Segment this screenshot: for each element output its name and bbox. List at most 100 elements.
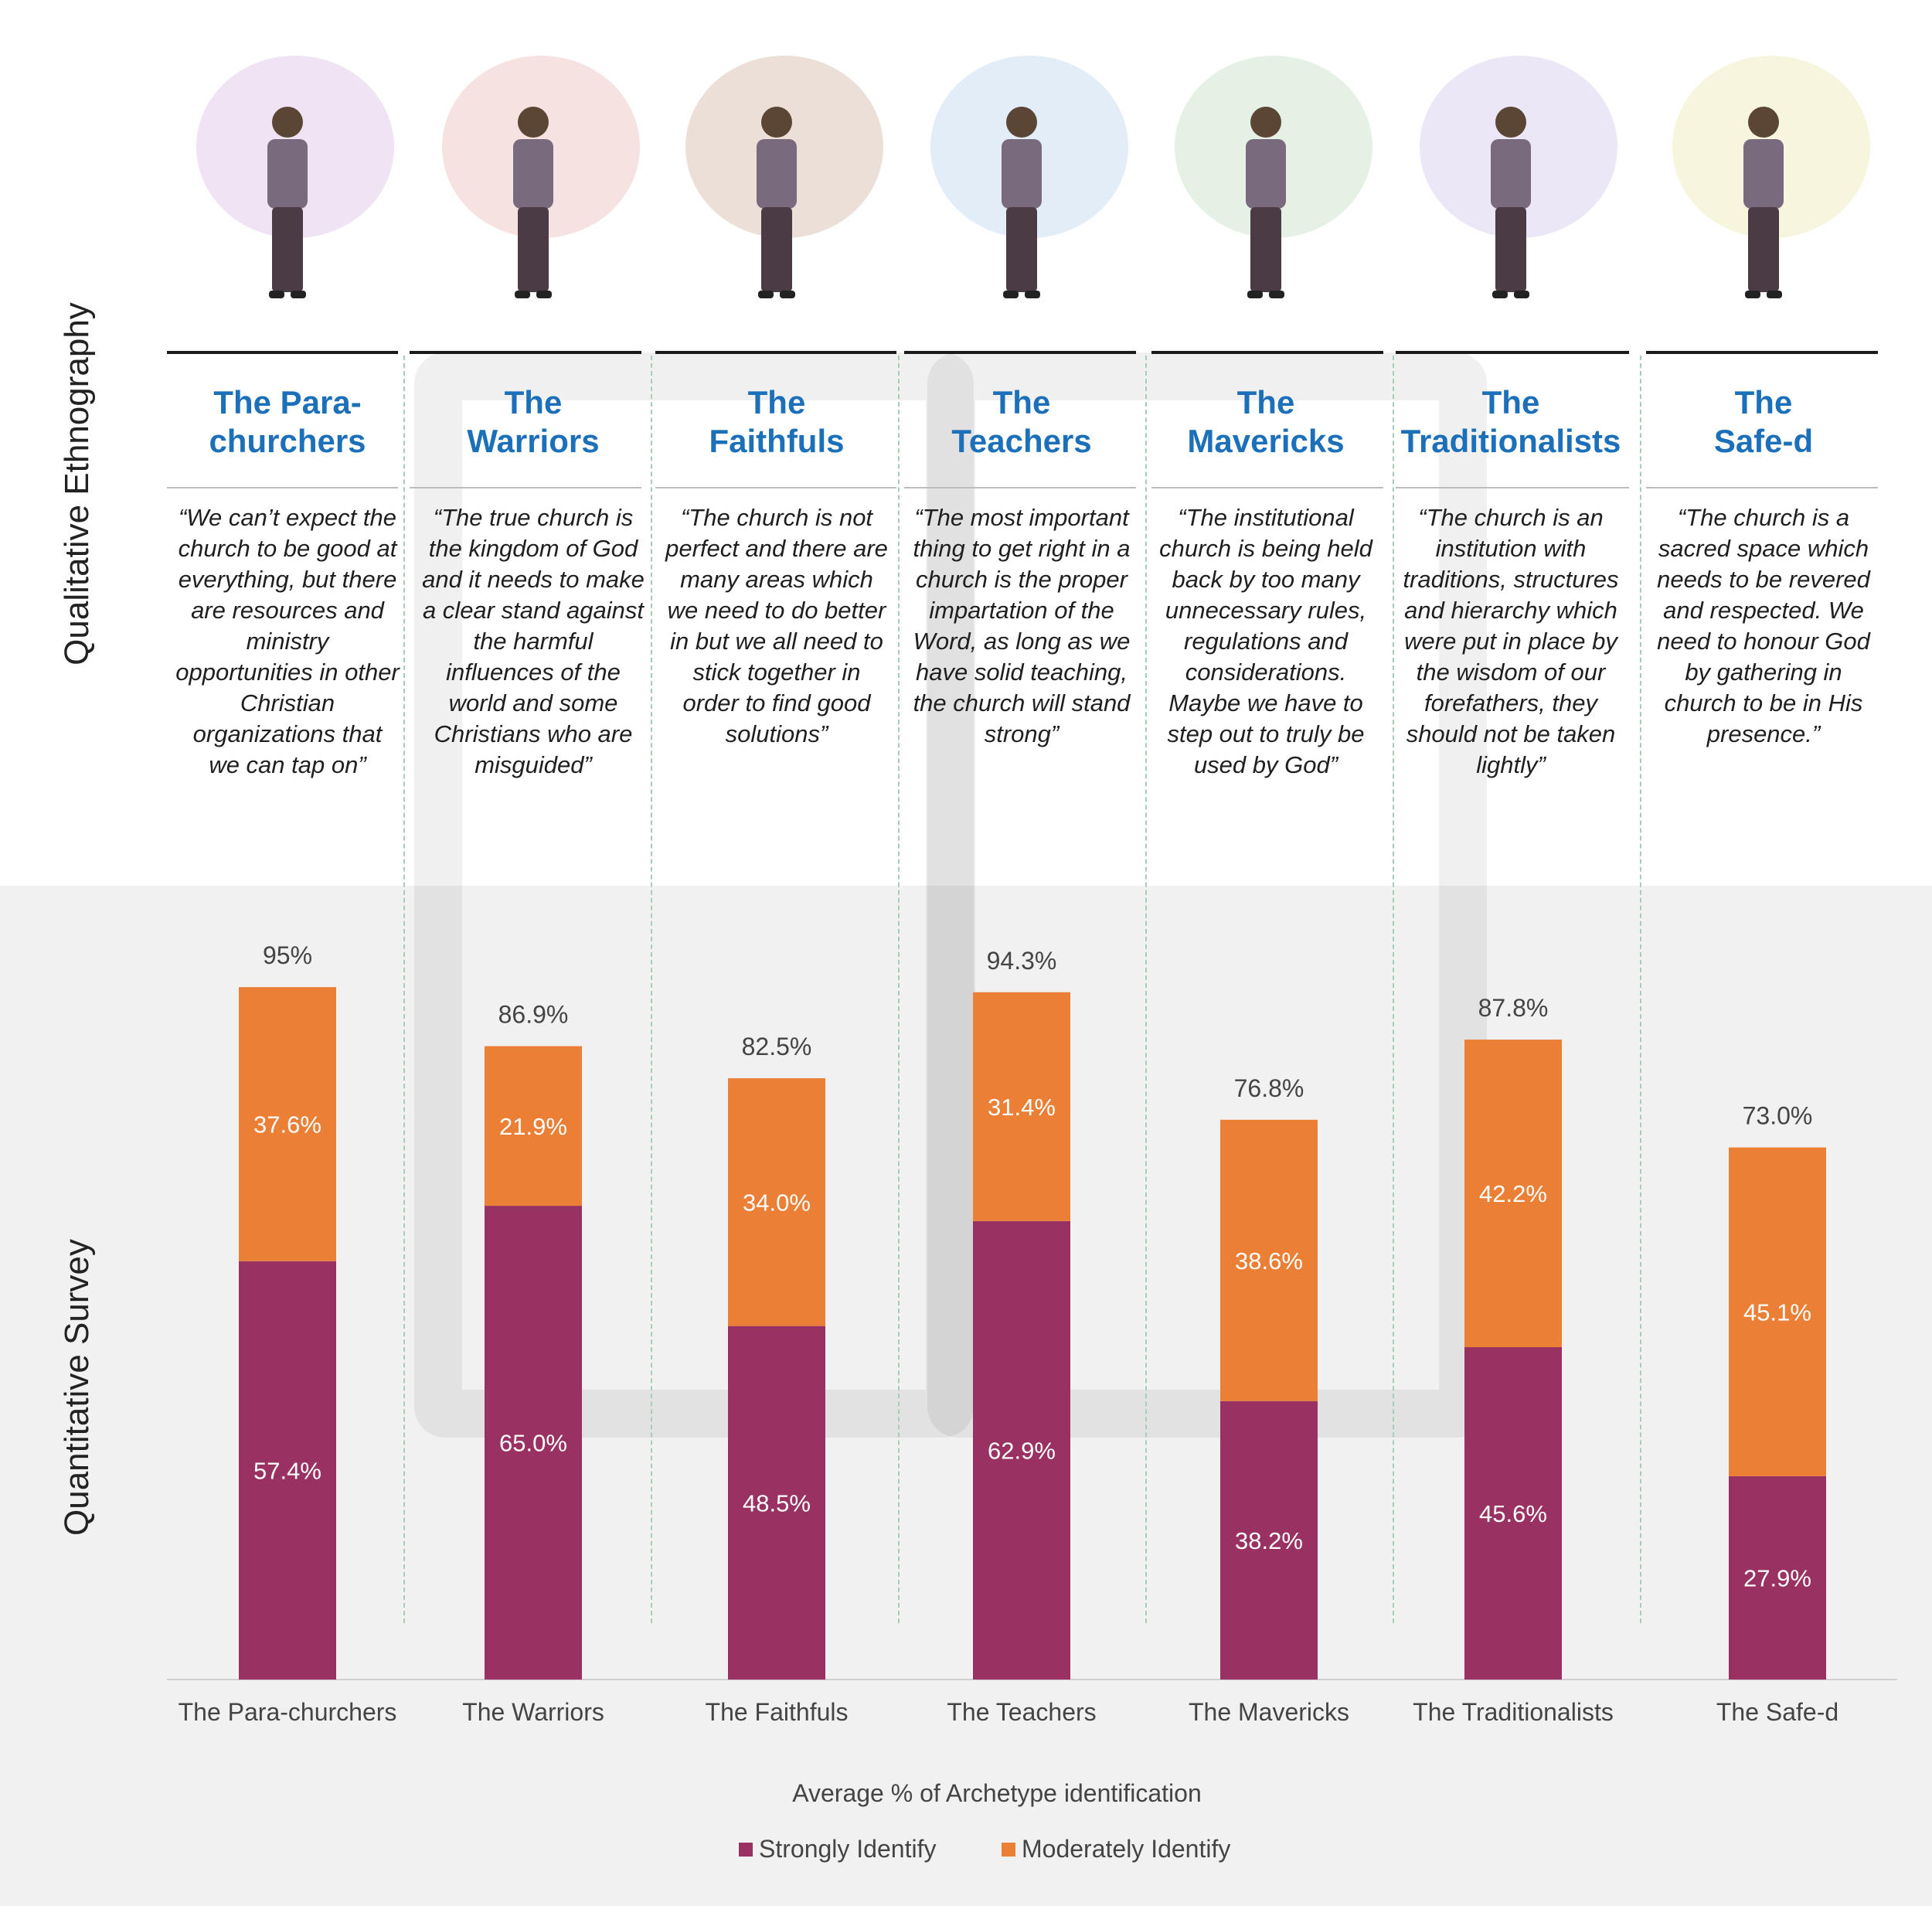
- bar-moderately-identify: [239, 987, 336, 1261]
- archetype-title-line1: The Para-: [213, 384, 362, 420]
- column-top-rule: [904, 351, 1136, 354]
- data-label-strongly: 27.9%: [1743, 1564, 1811, 1591]
- legend-moderately: Moderately Identify: [1002, 1835, 1230, 1863]
- column-mid-rule: [410, 487, 641, 488]
- archetype-title-line1: The: [1734, 384, 1793, 420]
- archetype-title: The Faithfuls: [661, 383, 893, 461]
- archetype-quote: “The church is a sacred space which need…: [1657, 504, 1870, 747]
- bar-strongly-identify: [239, 1261, 336, 1680]
- legend-strongly: Strongly Identify: [739, 1835, 936, 1863]
- column-mid-rule: [167, 487, 398, 488]
- bar-moderately-identify: [728, 1078, 825, 1326]
- column-top-rule: [1151, 351, 1383, 354]
- archer-icon: [442, 56, 640, 298]
- column-separator: [898, 356, 900, 1623]
- bar-moderately-identify: [485, 1046, 582, 1207]
- x-tick-label: The Faithfuls: [706, 1698, 849, 1726]
- archetype-title-line2: Traditionalists: [1400, 423, 1621, 459]
- data-label-moderately: 45.1%: [1743, 1298, 1811, 1326]
- x-axis-title: Average % of Archetype identification: [792, 1779, 1202, 1807]
- archetype-title-line2: Warriors: [467, 423, 600, 459]
- teacher-with-bible-icon: [930, 56, 1128, 298]
- archetype-title-line1: The: [1236, 384, 1295, 420]
- legend-swatch-moderately: [1002, 1842, 1015, 1857]
- archetype-title: The Para-churchers: [172, 383, 403, 461]
- data-label-moderately: 42.2%: [1479, 1180, 1547, 1207]
- data-label-moderately: 34.0%: [743, 1189, 811, 1216]
- column-top-rule: [655, 351, 896, 354]
- x-tick-label: The Para-churchers: [179, 1698, 397, 1726]
- column-top-rule: [410, 351, 641, 354]
- archetype-title: The Warriors: [417, 383, 649, 461]
- data-label-strongly: 62.9%: [988, 1437, 1056, 1464]
- man-in-pew-icon: [1672, 56, 1870, 298]
- archetype-title-line1: The: [1481, 384, 1540, 420]
- archetype-title-line2: Teachers: [951, 423, 1092, 459]
- archetype-title: The Traditionalists: [1395, 383, 1627, 461]
- bar-strongly-identify: [1464, 1346, 1562, 1680]
- x-tick-label: The Safe-d: [1716, 1698, 1838, 1726]
- data-label-strongly: 57.4%: [253, 1457, 321, 1484]
- woman-with-book-icon: [1420, 56, 1617, 298]
- x-tick-label: The Warriors: [462, 1698, 604, 1726]
- data-label-moderately: 21.9%: [499, 1113, 567, 1140]
- archetype-title-line2: Faithfuls: [709, 423, 845, 459]
- person-at-signpost-icon: [196, 56, 394, 298]
- bar-moderately-identify: [1729, 1147, 1826, 1476]
- data-label-moderately: 38.6%: [1235, 1247, 1303, 1275]
- data-label-strongly: 38.2%: [1235, 1527, 1303, 1554]
- bar-strongly-identify: [728, 1326, 825, 1680]
- archetype-quote: “The institutional church is being held …: [1159, 504, 1372, 778]
- archetype-quote: “The most important thing to get right i…: [913, 504, 1131, 747]
- archetype-title-line2: Mavericks: [1187, 423, 1345, 459]
- total-label: 95%: [263, 941, 312, 969]
- archetype-title-line2: Safe-d: [1713, 423, 1814, 459]
- column-separator: [1393, 356, 1394, 1623]
- archetype-title-line1: The: [992, 384, 1051, 420]
- archetype-quote: “The true church is the kingdom of God a…: [422, 504, 645, 778]
- archetype-title-line1: The: [747, 384, 806, 420]
- total-label: 76.8%: [1234, 1074, 1304, 1102]
- bar-moderately-identify: [973, 992, 1070, 1221]
- data-label-moderately: 31.4%: [988, 1094, 1056, 1121]
- x-tick-label: The Mavericks: [1189, 1698, 1349, 1726]
- total-label: 94.3%: [987, 947, 1057, 975]
- archetype-quote: “The church is not perfect and there are…: [665, 504, 888, 747]
- column-mid-rule: [904, 487, 1136, 488]
- column-mid-rule: [655, 487, 896, 488]
- total-label: 86.9%: [498, 1001, 569, 1029]
- legend-label-strongly: Strongly Identify: [759, 1835, 937, 1863]
- column-mid-rule: [1151, 487, 1383, 488]
- column-top-rule: [1646, 351, 1878, 354]
- legend-swatch-strongly: [739, 1842, 753, 1857]
- archetype-quote: “We can’t expect the church to be good a…: [175, 504, 400, 778]
- archetype-title: The Mavericks: [1150, 383, 1382, 461]
- bar-strongly-identify: [973, 1220, 1070, 1680]
- bar-strongly-identify: [1729, 1475, 1826, 1680]
- kneeling-at-cross-icon: [685, 56, 883, 298]
- bar-moderately-identify: [1464, 1040, 1562, 1347]
- column-top-rule: [1396, 351, 1629, 354]
- bar-strongly-identify: [1220, 1401, 1318, 1680]
- data-label-strongly: 48.5%: [743, 1489, 811, 1516]
- archetype-title-line2: churchers: [209, 423, 366, 459]
- column-mid-rule: [1396, 487, 1629, 488]
- column-mid-rule: [1646, 487, 1878, 488]
- total-label: 87.8%: [1478, 994, 1549, 1022]
- bar-moderately-identify: [1220, 1119, 1318, 1401]
- total-label: 73.0%: [1743, 1102, 1813, 1130]
- archetype-title: The Teachers: [906, 383, 1138, 461]
- x-tick-label: The Traditionalists: [1413, 1698, 1614, 1726]
- archetype-title-line1: The: [504, 384, 563, 420]
- column-top-rule: [167, 351, 398, 354]
- data-label-strongly: 45.6%: [1479, 1500, 1547, 1527]
- column-separator: [651, 356, 652, 1623]
- archetype-quote: “The church is an institution with tradi…: [1403, 504, 1619, 778]
- column-separator: [1145, 356, 1147, 1623]
- legend-label-moderately: Moderately Identify: [1022, 1835, 1231, 1863]
- x-tick-label: The Teachers: [947, 1698, 1096, 1726]
- archetype-title: The Safe-d: [1648, 383, 1879, 461]
- hiker-icon: [1175, 56, 1372, 298]
- column-separator: [1640, 356, 1641, 1623]
- column-separator: [403, 356, 405, 1623]
